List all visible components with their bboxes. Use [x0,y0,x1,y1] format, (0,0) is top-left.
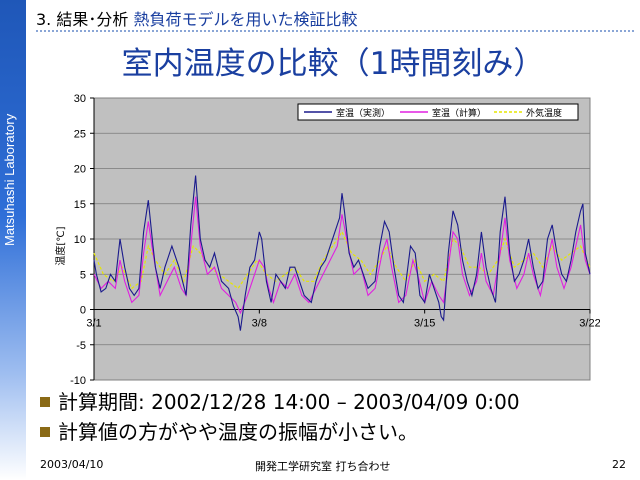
y-tick-label: 0 [80,305,86,317]
section-number: 3. [36,10,52,29]
x-tick-label: 3/22 [579,318,600,330]
y-tick-label: 10 [74,234,86,246]
legend-label: 外気温度 [526,107,562,119]
series-line-outdoor [93,230,591,290]
y-tick-label: 30 [74,93,86,105]
section-title: 結果･分析 [56,10,129,29]
x-tick-label: 3/8 [252,318,267,330]
y-tick-label: -5 [76,340,86,352]
side-band [0,0,26,480]
lab-name: Matsuhashi Laboratory [2,113,17,246]
bullet-text: 計算期間: 2002/12/28 14:00 – 2003/04/09 0:00 [58,390,520,414]
y-tick-label: 5 [80,269,86,281]
y-axis-label: 温度[℃] [54,226,67,265]
y-tick-label: -10 [70,375,86,386]
legend-box [297,103,579,121]
bullet-marker [40,427,50,437]
x-tick-label: 3/15 [414,318,435,330]
series-line-measured [93,175,591,331]
slide-title: 室内温度の比較（1時間刻み） [121,46,545,82]
page-number: 22 [612,458,626,471]
section-heading: 3. 結果･分析 熱負荷モデルを用いた検証比較 [36,6,357,30]
section-subtitle: 熱負荷モデルを用いた検証比較 [133,10,358,29]
temperature-chart: -10 -5 0 5 10 15 20 25 30 3/1 3/8 3/15 3/22 温度[℃] 室温（実… [40,90,601,387]
bullet-marker [40,397,50,407]
footer-org: 開発工学研究室 打ち合わせ [255,460,391,473]
footer-date: 2003/04/10 [40,458,104,471]
y-tick-label: 25 [74,128,86,140]
y-tick-label: 20 [74,164,86,176]
section-divider [36,30,634,32]
legend-label: 室温（実測） [336,107,390,119]
legend-label: 室温（計算） [432,107,486,119]
y-tick-label: 15 [74,199,86,211]
bullet-text: 計算値の方がやや温度の振幅が小さい。 [58,420,418,444]
